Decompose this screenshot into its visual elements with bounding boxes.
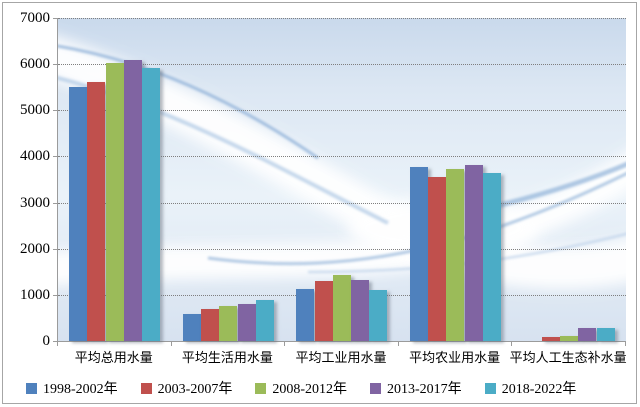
gridline-5000 bbox=[58, 110, 626, 112]
bar-2003-2007年-平均农业用水量 bbox=[428, 177, 447, 341]
gridline-4000 bbox=[58, 156, 626, 158]
legend-swatch-icon bbox=[26, 382, 37, 394]
y-axis-tick bbox=[53, 156, 57, 158]
x-axis-label: 平均工业用水量 bbox=[295, 350, 387, 365]
bar-1998-2002年-平均总用水量 bbox=[69, 87, 88, 341]
bar-2013-2017年-平均工业用水量 bbox=[351, 279, 370, 341]
bar-2013-2017年-平均总用水量 bbox=[123, 60, 142, 341]
legend-label: 2018-2022年 bbox=[501, 382, 577, 397]
legend-swatch-icon bbox=[484, 382, 496, 394]
legend-label: 2003-2007年 bbox=[157, 382, 233, 397]
y-axis-label-7000: 7000 bbox=[20, 10, 50, 26]
y-axis-label-6000: 6000 bbox=[20, 56, 50, 73]
y-axis-tick bbox=[53, 110, 57, 112]
bar-2003-2007年-平均人工生态补水量 bbox=[541, 336, 560, 341]
x-axis-tick bbox=[170, 342, 172, 346]
y-axis-label-3000: 3000 bbox=[20, 194, 50, 211]
x-axis-tick bbox=[511, 342, 513, 346]
y-axis-label-2000: 2000 bbox=[20, 240, 50, 257]
x-axis-tick bbox=[397, 342, 399, 346]
bar-2008-2012年-平均生活用水量 bbox=[219, 305, 238, 341]
x-axis-label: 平均农业用水量 bbox=[409, 350, 501, 365]
legend-label: 1998-2002年 bbox=[43, 382, 118, 397]
bar-2008-2012年-平均人工生态补水量 bbox=[560, 335, 579, 341]
legend-label: 2013-2017年 bbox=[387, 382, 462, 397]
y-axis-label-0: 0 bbox=[42, 333, 51, 349]
legend-swatch-icon bbox=[370, 382, 382, 394]
y-axis-label-1000: 1000 bbox=[20, 286, 50, 303]
x-axis-label: 平均总用水量 bbox=[74, 350, 153, 365]
y-axis-tick bbox=[53, 64, 57, 66]
bar-2003-2007年-平均工业用水量 bbox=[314, 281, 333, 341]
x-axis-tick bbox=[57, 342, 58, 346]
legend-item: 2013-2017年 bbox=[370, 378, 462, 398]
x-axis-tick bbox=[625, 342, 626, 346]
bar-2018-2022年-平均工业用水量 bbox=[369, 289, 388, 341]
x-axis-tick bbox=[284, 342, 286, 346]
x-axis-label: 平均生活用水量 bbox=[181, 350, 273, 365]
plot-area bbox=[57, 18, 626, 342]
y-axis-tick bbox=[53, 248, 57, 250]
bar-2013-2017年-平均农业用水量 bbox=[464, 164, 483, 341]
bar-2018-2022年-平均人工生态补水量 bbox=[596, 328, 615, 341]
gridline-6000 bbox=[58, 64, 626, 66]
bar-2018-2022年-平均农业用水量 bbox=[483, 172, 502, 341]
gridline-2000 bbox=[58, 248, 626, 250]
x-axis-label: 平均人工生态补水量 bbox=[509, 350, 627, 365]
bar-2008-2012年-平均工业用水量 bbox=[332, 275, 351, 341]
y-axis-tick bbox=[53, 341, 57, 342]
legend-swatch-icon bbox=[140, 382, 152, 394]
bar-1998-2002年-平均农业用水量 bbox=[409, 166, 428, 341]
bar-2018-2022年-平均总用水量 bbox=[142, 67, 161, 341]
bar-2013-2017年-平均人工生态补水量 bbox=[578, 328, 597, 341]
legend-item: 1998-2002年 bbox=[26, 378, 118, 398]
legend-swatch-icon bbox=[255, 382, 267, 394]
bar-2018-2022年-平均生活用水量 bbox=[255, 299, 274, 341]
bar-1998-2002年-平均工业用水量 bbox=[296, 288, 315, 341]
gridline-3000 bbox=[58, 202, 626, 204]
y-axis-tick bbox=[53, 294, 57, 296]
legend-item: 2008-2012年 bbox=[255, 378, 347, 398]
bar-2003-2007年-平均生活用水量 bbox=[200, 309, 219, 341]
bar-1998-2002年-平均生活用水量 bbox=[182, 314, 201, 341]
legend: 1998-2002年 2003-2007年 2008-2012年 2013-2017年… bbox=[26, 378, 576, 398]
legend-label: 2008-2012年 bbox=[272, 382, 348, 397]
y-axis-label-5000: 5000 bbox=[20, 102, 50, 119]
bar-2008-2012年-平均总用水量 bbox=[105, 62, 124, 341]
y-axis-label-4000: 4000 bbox=[20, 148, 50, 165]
legend-item: 2018-2022年 bbox=[484, 378, 577, 398]
legend-item: 2003-2007年 bbox=[140, 378, 233, 398]
gridline-7000 bbox=[58, 18, 626, 19]
bar-2003-2007年-平均总用水量 bbox=[87, 82, 106, 341]
bar-2013-2017年-平均生活用水量 bbox=[237, 304, 256, 341]
y-axis-tick bbox=[53, 202, 57, 204]
y-axis-tick bbox=[53, 18, 57, 19]
bar-2008-2012年-平均农业用水量 bbox=[446, 169, 465, 341]
